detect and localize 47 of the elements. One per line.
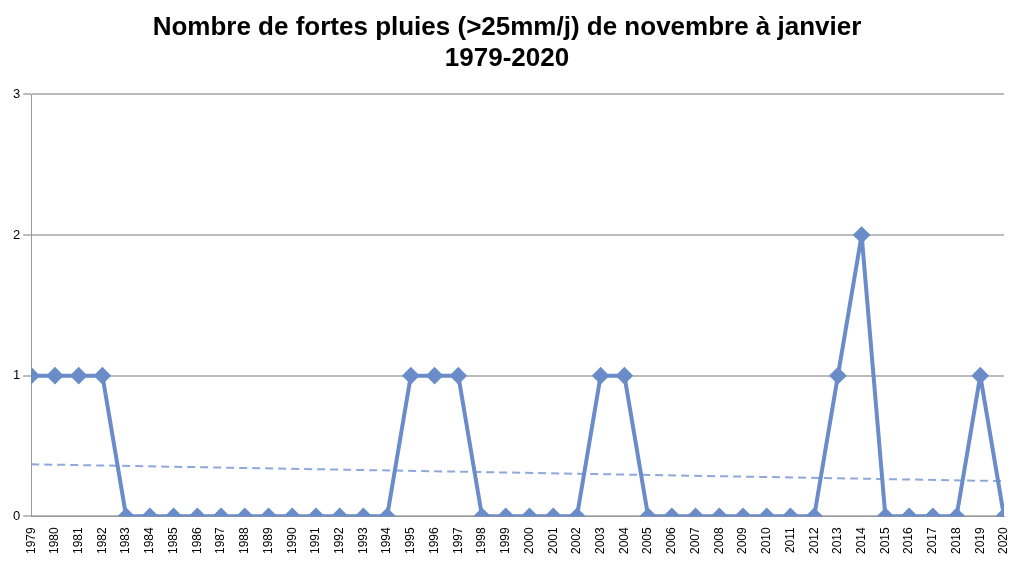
x-tick-label: 1981 (70, 526, 85, 555)
x-tick-label: 1982 (94, 526, 109, 555)
x-tick-label: 2003 (592, 526, 607, 555)
y-tick-label: 1 (13, 367, 21, 383)
x-tick-label: 1993 (355, 526, 370, 555)
x-tick-label: 1983 (118, 526, 133, 555)
x-tick-label: 1997 (450, 526, 465, 555)
x-tick-label: 2011 (782, 526, 797, 554)
x-tick-label: 2000 (521, 526, 536, 555)
x-tick-label: 2007 (687, 526, 702, 555)
x-tick-label: 2019 (972, 526, 987, 555)
x-tick-label: 1994 (379, 526, 394, 555)
x-tick-label: 2006 (664, 526, 679, 555)
x-tick-label: 1996 (426, 526, 441, 555)
x-tick-label: 1980 (47, 526, 62, 555)
x-tick-label: 2004 (616, 526, 631, 555)
x-tick-label: 2008 (711, 526, 726, 555)
x-tick-label: 1989 (260, 526, 275, 555)
y-tick-label: 0 (13, 507, 21, 523)
x-tick-label: 1995 (403, 526, 418, 555)
x-tick-label: 1985 (165, 526, 180, 555)
x-tick-label: 2002 (569, 526, 584, 555)
x-tick-label: 2010 (759, 526, 774, 555)
x-tick-label: 2017 (925, 526, 940, 555)
x-tick-label: 1990 (284, 526, 299, 555)
x-tick-label: 1992 (331, 526, 346, 555)
x-tick-label: 2018 (948, 526, 963, 555)
x-tick-label: 1986 (189, 526, 204, 555)
x-tick-label: 2015 (877, 526, 892, 555)
x-tick-label: 1988 (237, 526, 252, 555)
x-tick-label: 2014 (853, 526, 868, 555)
x-tick-label: 2013 (830, 526, 845, 555)
y-tick-label: 3 (13, 85, 21, 101)
x-tick-label: 1998 (474, 526, 489, 555)
x-tick-label: 2001 (545, 526, 560, 555)
x-tick-label: 2020 (996, 526, 1011, 555)
x-tick-label: 2012 (806, 526, 821, 555)
chart-title: Nombre de fortes pluies (>25mm/j) de novembre à janvier 1979-2020 (152, 10, 862, 72)
x-tick-label: 2005 (640, 526, 655, 555)
x-tick-label: 1999 (498, 526, 513, 555)
y-tick-label: 2 (13, 226, 21, 242)
x-tick-label: 2009 (735, 526, 750, 555)
x-tick-label: 2016 (901, 526, 916, 555)
x-tick-label: 1984 (142, 526, 157, 555)
x-tick-label: 1991 (308, 526, 323, 555)
x-tick-label: 1979 (23, 526, 38, 555)
x-tick-label: 1987 (213, 526, 228, 555)
